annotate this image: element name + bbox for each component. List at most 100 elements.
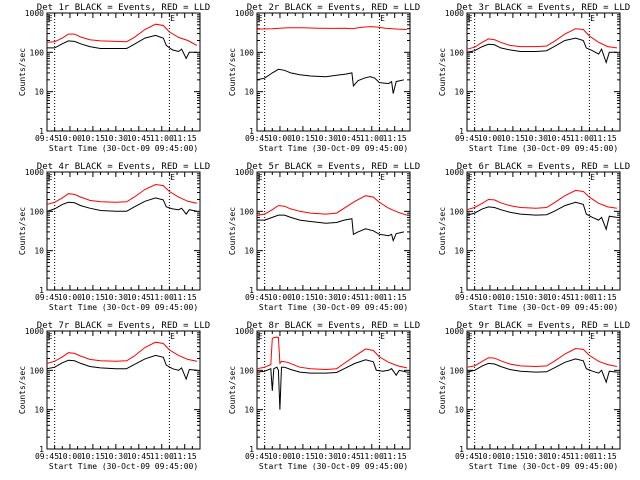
- x-tick-label: 10:45: [337, 293, 361, 302]
- y-tick-label: 10: [454, 88, 464, 97]
- x-tick-label: 10:45: [547, 293, 571, 302]
- x-tick-label: 11:15: [383, 293, 407, 302]
- plot-frame: [46, 171, 201, 291]
- x-tick-label: 10:45: [547, 134, 571, 143]
- y-tick-label: 1000: [25, 168, 44, 177]
- events-series-line: [256, 68, 405, 94]
- panel-7: Det 7r BLACK = Events, RED = LLD 1 10 100 10…: [18, 321, 210, 471]
- panel-title: Det 4r BLACK = Events, RED = LLD: [37, 162, 210, 172]
- y-tick-label: 1000: [25, 9, 44, 18]
- e-marker-label: E: [48, 14, 53, 23]
- lld-series-line: [46, 23, 198, 46]
- x-tick-label: 10:45: [127, 293, 151, 302]
- x-tick-label: 10:30: [524, 293, 548, 302]
- plot-frame: [466, 330, 621, 450]
- y-tick-label: 1: [249, 127, 254, 136]
- x-tick-label: 09:45: [35, 452, 59, 461]
- lld-series-line: [466, 28, 617, 50]
- y-tick-label: 10: [244, 88, 254, 97]
- x-tick-label: 09:45: [455, 452, 479, 461]
- x-tick-label: 11:00: [150, 293, 174, 302]
- e-marker-label: E: [258, 14, 263, 23]
- x-axis-label: Start Time (30-Oct-09 09:45:00): [49, 144, 198, 153]
- lld-series-line: [46, 341, 198, 364]
- y-tick-label: 100: [30, 207, 45, 216]
- x-axis-label: Start Time (30-Oct-09 09:45:00): [259, 303, 408, 312]
- x-tick-label: 10:15: [501, 134, 525, 143]
- lld-series-line: [46, 183, 198, 205]
- x-tick-label: 10:45: [127, 452, 151, 461]
- y-tick-label: 10: [454, 406, 464, 415]
- y-tick-label: 10: [34, 406, 44, 415]
- x-axis-label: Start Time (30-Oct-09 09:45:00): [259, 462, 408, 471]
- e-marker-label: E: [380, 14, 385, 23]
- y-tick-label: 10: [244, 406, 254, 415]
- y-axis-label: Counts/sec: [18, 207, 27, 255]
- y-tick-label: 1: [459, 286, 464, 295]
- x-tick-label: 11:00: [570, 452, 594, 461]
- x-tick-label: 09:45: [455, 293, 479, 302]
- x-tick-label: 10:30: [104, 452, 128, 461]
- x-axis-label: Start Time (30-Oct-09 09:45:00): [469, 462, 618, 471]
- y-axis-label: Counts/sec: [438, 207, 447, 255]
- panel-title: Det 2r BLACK = Events, RED = LLD: [247, 3, 420, 13]
- plot-frame: [46, 12, 201, 132]
- events-series-line: [256, 359, 408, 410]
- panel-title: Det 9r BLACK = Events, RED = LLD: [457, 321, 630, 331]
- x-tick-label: 11:00: [360, 293, 384, 302]
- x-tick-label: 10:45: [547, 452, 571, 461]
- x-tick-label: 10:00: [478, 293, 502, 302]
- e-marker-label: E: [258, 332, 263, 341]
- panel-3: Det 3r BLACK = Events, RED = LLD 1 10 100 10…: [438, 3, 630, 153]
- y-tick-label: 1: [249, 286, 254, 295]
- events-series-line: [46, 354, 197, 381]
- x-tick-label: 11:15: [383, 452, 407, 461]
- x-tick-label: 10:30: [314, 293, 338, 302]
- x-tick-label: 11:15: [173, 134, 197, 143]
- panel-title: Det 7r BLACK = Events, RED = LLD: [37, 321, 210, 331]
- plot-frame: [256, 12, 411, 132]
- events-series-line: [466, 37, 617, 65]
- e-marker-label: E: [468, 173, 473, 182]
- plot-frame: [466, 12, 621, 132]
- lld-series-line: [466, 347, 618, 368]
- x-axis-label: Start Time (30-Oct-09 09:45:00): [469, 144, 618, 153]
- x-tick-label: 09:45: [35, 293, 59, 302]
- y-tick-label: 1000: [235, 327, 254, 336]
- panel-2: Det 2r BLACK = Events, RED = LLD 1 10 100 10…: [228, 3, 420, 153]
- x-tick-label: 10:45: [127, 134, 151, 143]
- events-series-line: [257, 214, 405, 243]
- x-tick-label: 10:00: [268, 134, 292, 143]
- x-tick-label: 09:45: [455, 134, 479, 143]
- y-tick-label: 1000: [235, 9, 254, 18]
- x-tick-label: 11:00: [150, 134, 174, 143]
- y-axis-label: Counts/sec: [18, 366, 27, 414]
- panel-9: Det 9r BLACK = Events, RED = LLD 1 10 100 10…: [438, 321, 630, 471]
- panel-title: Det 5r BLACK = Events, RED = LLD: [247, 162, 420, 172]
- x-axis-label: Start Time (30-Oct-09 09:45:00): [49, 462, 198, 471]
- panel-1: Det 1r BLACK = Events, RED = LLD 1 10 100 10…: [18, 3, 210, 153]
- x-tick-label: 10:45: [337, 134, 361, 143]
- e-marker-label: E: [468, 332, 473, 341]
- x-tick-label: 11:15: [173, 293, 197, 302]
- y-tick-label: 1: [39, 286, 44, 295]
- x-tick-label: 10:30: [524, 134, 548, 143]
- x-tick-label: 10:30: [104, 293, 128, 302]
- events-series-line: [46, 197, 198, 215]
- y-tick-label: 100: [240, 48, 255, 57]
- events-series-line: [466, 358, 617, 384]
- panel-title: Det 6r BLACK = Events, RED = LLD: [457, 162, 630, 172]
- e-marker-label: E: [468, 14, 473, 23]
- y-tick-label: 1000: [445, 168, 464, 177]
- x-tick-label: 11:00: [150, 452, 174, 461]
- x-tick-label: 11:00: [570, 134, 594, 143]
- y-tick-label: 100: [240, 207, 255, 216]
- y-tick-label: 1: [249, 445, 254, 454]
- x-tick-label: 10:00: [478, 134, 502, 143]
- panel-5: Det 5r BLACK = Events, RED = LLD 1 10 100 10…: [228, 162, 420, 312]
- y-axis-label: Counts/sec: [18, 48, 27, 96]
- x-tick-label: 10:00: [58, 293, 82, 302]
- plot-frame: [256, 171, 411, 291]
- plot-frame: [466, 171, 621, 291]
